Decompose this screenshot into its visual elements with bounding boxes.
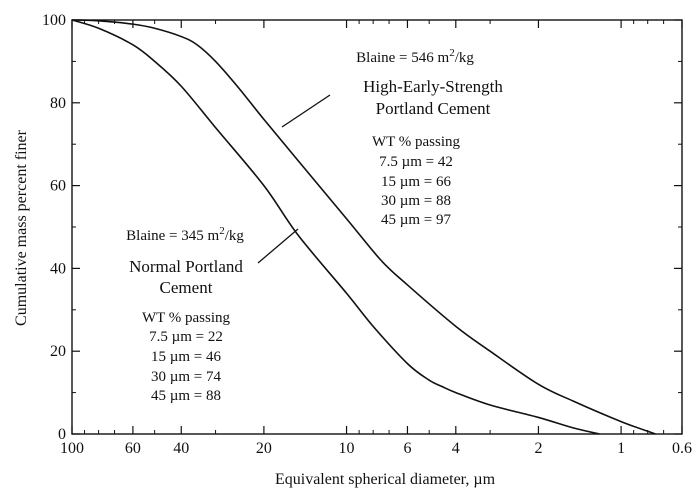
hes-wt-header: WT % passing — [372, 134, 461, 150]
x-axis-label: Equivalent spherical diameter, µm — [275, 471, 496, 488]
y-tick-label: 60 — [50, 178, 66, 195]
normal-name-line1: Normal Portland — [129, 257, 243, 276]
normal-row: 30 µm = 74 — [151, 369, 222, 385]
normal-blaine: Blaine = 345 m2/kg — [126, 225, 244, 244]
y-tick-label: 0 — [58, 426, 66, 443]
ticks: 100 60 40 20 10 6 4 2 1 0.6 0 20 40 60 80 100 — [42, 12, 692, 457]
hes-row: 7.5 µm = 42 — [379, 154, 453, 170]
normal-row: 15 µm = 46 — [151, 349, 222, 365]
hes-row: 30 µm = 88 — [381, 193, 451, 209]
x-tick-label: 6 — [403, 440, 411, 457]
hes-name-line2: Portland Cement — [376, 99, 491, 118]
normal-row: 45 µm = 88 — [151, 388, 221, 404]
hes-leader-line — [281, 94, 331, 128]
normal-name-line2: Cement — [160, 278, 213, 297]
series-line-normal-portland — [71, 19, 600, 435]
hes-annotation: Blaine = 546 m2/kg High-Early-Strength P… — [281, 47, 503, 228]
x-tick-label: 0.6 — [672, 440, 692, 457]
x-tick-label: 60 — [125, 440, 141, 457]
y-tick-label: 80 — [50, 95, 66, 112]
normal-annotation: Blaine = 345 m2/kg Normal Portland Cemen… — [126, 225, 299, 404]
y-tick-label: 100 — [42, 12, 66, 29]
y-axis-label: Cumulative mass percent finer — [13, 129, 30, 326]
x-tick-label: 1 — [617, 440, 625, 457]
x-tick-label: 20 — [256, 440, 272, 457]
normal-leader-line — [257, 228, 299, 264]
hes-row: 45 µm = 97 — [381, 212, 452, 228]
normal-row: 7.5 µm = 22 — [149, 329, 223, 345]
hes-name-line1: High-Early-Strength — [363, 77, 503, 96]
x-tick-label: 4 — [452, 440, 460, 457]
x-tick-label: 100 — [60, 440, 84, 457]
series-layer — [71, 19, 656, 435]
x-tick-label: 40 — [173, 440, 189, 457]
hes-blaine: Blaine = 546 m2/kg — [356, 47, 474, 66]
hes-row: 15 µm = 66 — [381, 174, 452, 190]
y-tick-label: 40 — [50, 260, 66, 277]
y-tick-label: 20 — [50, 343, 66, 360]
series-line-high-early-strength — [71, 19, 656, 435]
x-tick-label: 2 — [534, 440, 542, 457]
x-tick-label: 10 — [339, 440, 355, 457]
normal-wt-header: WT % passing — [142, 310, 231, 326]
